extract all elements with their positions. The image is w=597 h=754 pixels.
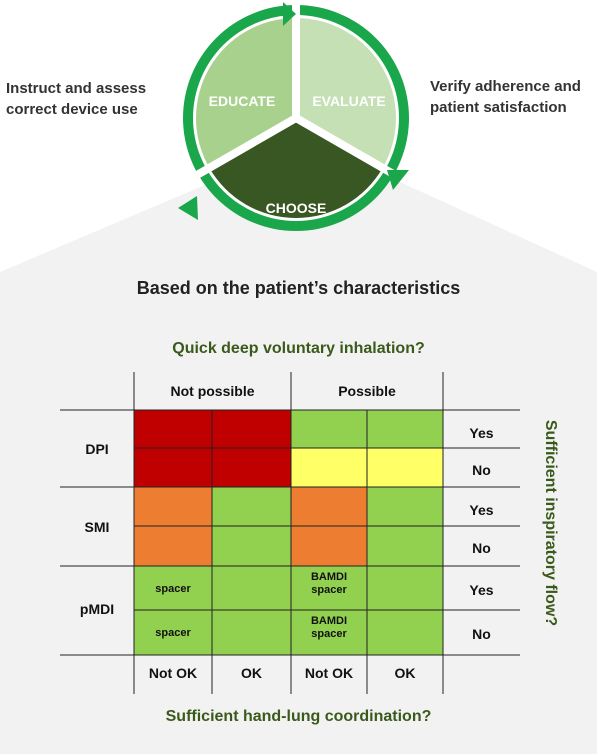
educate-desc-line1: Instruct and assess	[6, 80, 147, 97]
matrix-cell-pmdi-yes-col2	[212, 566, 291, 610]
matrix-cell-pmdi-no-col4	[367, 610, 443, 655]
side-question: Sufficient inspiratory flow?	[542, 420, 559, 626]
note-spacer-no: spacer	[155, 627, 191, 639]
matrix-cell-pmdi-no-col3	[291, 610, 367, 655]
coord-ok-2: OK	[394, 665, 416, 681]
flow-yes-1: Yes	[469, 425, 494, 441]
matrix-grid	[60, 372, 520, 694]
evaluate-desc-line1: Verify adherence and	[430, 78, 581, 95]
matrix-cell-dpi-no-col3	[291, 448, 367, 487]
flow-yes-2: Yes	[469, 502, 494, 518]
matrix-cell-smi-no-col3	[291, 526, 367, 566]
note-bamdi-yes-line2: spacer	[311, 584, 347, 596]
matrix-cell-dpi-yes-col3	[291, 410, 367, 448]
matrix-cell-dpi-no-col1	[134, 448, 212, 487]
arrowhead-right	[387, 170, 409, 190]
matrix-cell-dpi-yes-col4	[367, 410, 443, 448]
coord-ok-1: OK	[241, 665, 262, 681]
matrix-cell-dpi-no-col2	[212, 448, 291, 487]
matrix-cell-smi-no-col2	[212, 526, 291, 566]
panel-title: Based on the patient’s characteristics	[136, 278, 461, 298]
bottom-question: Sufficient hand-lung coordination?	[165, 708, 432, 725]
coord-not-ok-2: Not OK	[304, 665, 354, 681]
educate-label: EDUCATE	[209, 93, 276, 109]
matrix-cell-dpi-no-col4	[367, 448, 443, 487]
matrix-cell-dpi-yes-col1	[134, 410, 212, 448]
col-group-not-possible: Not possible	[170, 383, 255, 399]
note-spacer-yes: spacer	[155, 583, 191, 595]
matrix-cell-smi-yes-col2	[212, 487, 291, 526]
evaluate-desc-line2: patient satisfaction	[430, 99, 567, 116]
flow-no-3: No	[472, 626, 491, 642]
arrowhead-left	[178, 196, 198, 220]
matrix-cell-smi-yes-col3	[291, 487, 367, 526]
matrix-cell-smi-no-col1	[134, 526, 212, 566]
flow-yes-3: Yes	[469, 582, 494, 598]
matrix-cell-smi-no-col4	[367, 526, 443, 566]
note-bamdi-no: BAMDI spacer	[291, 615, 367, 641]
device-dpi: DPI	[85, 441, 109, 457]
note-bamdi-no-line2: spacer	[311, 628, 347, 640]
matrix-cell-smi-yes-col4	[367, 487, 443, 526]
choose-sector	[209, 118, 383, 218]
matrix-cell-pmdi-yes-col4	[367, 566, 443, 610]
device-pmdi: pMDI	[79, 601, 115, 617]
top-question: Quick deep voluntary inhalation?	[172, 340, 425, 357]
matrix-cell-pmdi-yes-col3	[291, 566, 367, 610]
arrowhead-top	[283, 2, 296, 26]
matrix-cell-pmdi-no-col1	[134, 610, 212, 655]
matrix-cell-pmdi-yes-col1	[134, 566, 212, 610]
matrix-cell-smi-yes-col1	[134, 487, 212, 526]
matrix-cell-dpi-yes-col2	[212, 410, 291, 448]
matrix-cells	[134, 410, 443, 655]
educate-description: Instruct and assess correct device use	[6, 78, 146, 120]
cycle-wheel: EDUCATE EVALUATE CHOOSE	[178, 2, 409, 231]
matrix-cell-pmdi-no-col2	[212, 610, 291, 655]
flow-no-1: No	[472, 462, 491, 478]
device-smi: SMI	[84, 519, 110, 535]
col-group-possible: Possible	[338, 383, 396, 399]
note-bamdi-no-line1: BAMDI	[310, 615, 348, 627]
coord-not-ok-1: Not OK	[148, 665, 198, 681]
evaluate-label: EVALUATE	[312, 93, 385, 109]
evaluate-description: Verify adherence and patient satisfactio…	[430, 76, 581, 118]
educate-desc-line2: correct device use	[6, 101, 138, 118]
flow-no-2: No	[472, 540, 491, 556]
note-bamdi-yes: BAMDI spacer	[291, 571, 367, 597]
choose-label: CHOOSE	[266, 200, 327, 216]
note-bamdi-yes-line1: BAMDI	[310, 571, 348, 583]
